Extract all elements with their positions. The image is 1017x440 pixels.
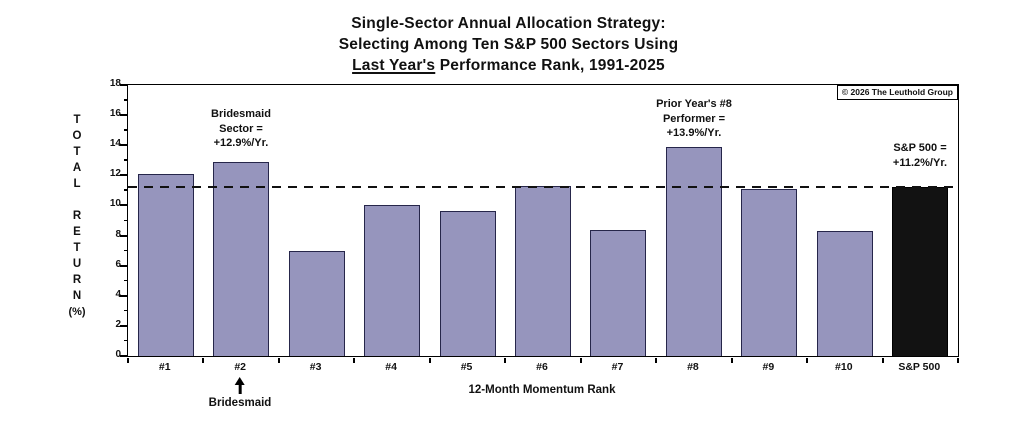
y-tick-label-6: 6 [115, 258, 121, 270]
y-minor-tick [124, 279, 128, 282]
y-axis-tick-labels: 0 2 4 6 8 10 12 14 16 18 [0, 78, 121, 364]
y-tick-label-0: 0 [115, 349, 121, 360]
y-minor-tick [124, 129, 128, 131]
x-tick-label-4: #4 [385, 361, 397, 373]
bar-7 [590, 229, 647, 356]
y-tick-label-12: 12 [109, 168, 121, 180]
bar-4 [364, 205, 421, 356]
chart-title: Single-Sector Annual Allocation Strategy… [0, 13, 1017, 76]
annotation-prior-year-performer: Prior Year's #8 Performer = +13.9%/Yr. [656, 98, 732, 139]
bridesmaid-arrow-label: Bridesmaid [208, 397, 272, 409]
y-tick-label-2: 2 [115, 318, 121, 330]
y-tick-label-14: 14 [109, 138, 121, 150]
y-tick-label-4: 4 [115, 288, 121, 300]
x-tick-label-6: #6 [536, 361, 548, 373]
title-line-3-rest: Performance Rank, 1991-2025 [435, 57, 665, 74]
y-major-tick [120, 174, 128, 177]
y-axis-unit: (%) [68, 306, 86, 318]
up-arrow-stem-icon [238, 385, 242, 394]
x-tick [127, 358, 129, 363]
up-arrow-icon [234, 377, 245, 385]
y-axis-title: T O T A L R E T U R N [72, 114, 82, 302]
title-line-2: Selecting Among Ten S&P 500 Sectors Usin… [338, 36, 679, 53]
y-minor-tick [124, 159, 128, 161]
bar-10 [816, 231, 873, 356]
bridesmaid-pointer: Bridesmaid [208, 377, 272, 409]
y-minor-tick [124, 99, 128, 101]
x-tick [202, 358, 205, 363]
x-tick-label-1: #1 [158, 361, 171, 373]
y-major-tick [120, 204, 128, 207]
title-underlined-phrase: Last Year's [352, 57, 436, 74]
title-line-3: Last Year's Performance Rank, 1991-2025 [0, 55, 1017, 76]
bar-5 [439, 211, 496, 356]
x-axis-title: 12-Month Momentum Rank [468, 384, 616, 396]
bar-3 [288, 250, 345, 356]
y-major-tick [120, 114, 128, 117]
y-tick-label-16: 16 [109, 108, 121, 120]
y-major-tick [120, 84, 128, 86]
x-tick [428, 358, 431, 363]
bar-sp500 [892, 187, 949, 356]
x-tick-label-3: #3 [309, 361, 322, 373]
x-tick [881, 358, 884, 363]
y-minor-tick [124, 309, 128, 312]
annotation-bridesmaid-sector: Bridesmaid Sector = +12.9%/Yr. [211, 108, 271, 149]
y-minor-tick [124, 339, 128, 342]
y-major-tick [120, 234, 128, 237]
sp500-reference-line [128, 186, 958, 189]
y-tick-label-8: 8 [115, 228, 121, 240]
x-tick [655, 358, 658, 363]
x-tick [730, 358, 733, 363]
x-tick-label-7: #7 [611, 361, 624, 373]
x-tick [353, 358, 356, 363]
x-tick-label-9: #9 [762, 361, 775, 373]
bar-8 [665, 146, 722, 356]
x-tick [277, 358, 280, 363]
x-tick [957, 358, 959, 363]
y-tick-label-10: 10 [109, 198, 121, 210]
x-tick [579, 358, 582, 363]
y-minor-tick [124, 249, 128, 252]
x-axis-tick-labels: #1 #2 #3 #4 #5 #6 #7 #8 #9 #10 S&P 500 [127, 361, 957, 375]
y-tick-label-18: 18 [109, 78, 121, 89]
bar-2 [213, 161, 270, 356]
annotation-sp500-return: S&P 500 = +11.2%/Yr. [892, 142, 948, 169]
y-minor-tick [124, 189, 128, 191]
copyright-box: © 2026 The Leuthold Group [836, 85, 958, 100]
y-major-tick [120, 294, 128, 297]
x-tick [806, 358, 809, 363]
y-major-tick [120, 144, 128, 147]
plot-area: Bridesmaid Sector = +12.9%/Yr. Prior Yea… [120, 84, 959, 363]
x-tick-label-10: #10 [835, 361, 853, 373]
bar-6 [515, 185, 571, 356]
title-line-1: Single-Sector Annual Allocation Strategy… [351, 15, 666, 32]
x-tick-label-8: #8 [687, 361, 699, 373]
x-tick-label-5: #5 [460, 361, 473, 373]
y-major-tick [120, 355, 128, 357]
bar-9 [741, 188, 798, 356]
bar-1 [137, 173, 194, 356]
y-major-tick [120, 264, 128, 267]
x-tick [504, 358, 507, 363]
y-major-tick [120, 324, 128, 327]
x-tick-label-sp500: S&P 500 [898, 361, 941, 373]
y-minor-tick [124, 219, 128, 221]
x-tick-label-2: #2 [234, 361, 247, 373]
